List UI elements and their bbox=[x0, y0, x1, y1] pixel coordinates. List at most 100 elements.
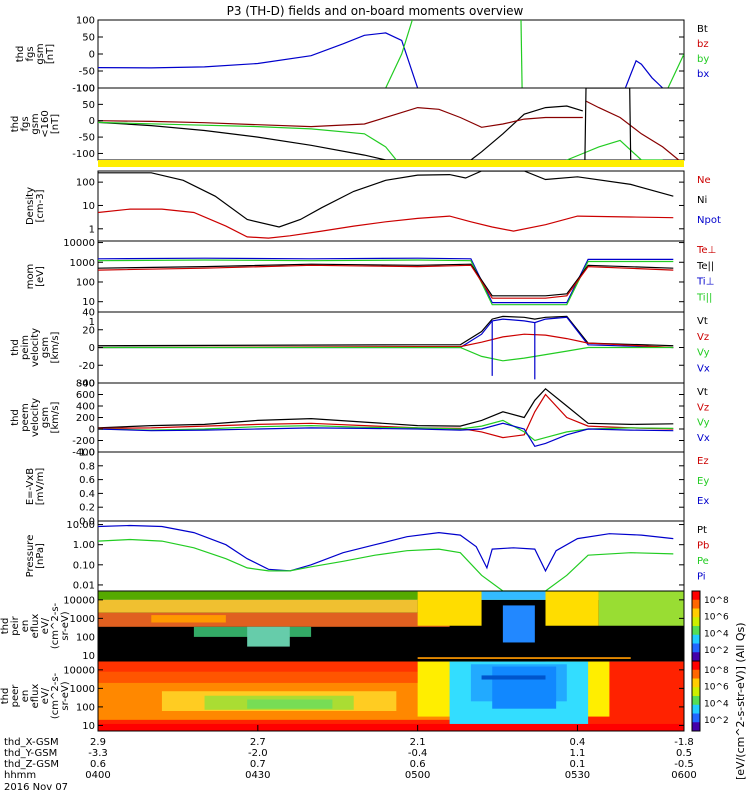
panel-frame bbox=[97, 240, 685, 313]
y-axis-label: thd bbox=[15, 46, 26, 63]
x-tick-value: 0.7 bbox=[250, 759, 266, 770]
series-line bbox=[98, 538, 674, 591]
y-tick-label: 10 bbox=[82, 651, 95, 662]
x-tick-value: 0.5 bbox=[676, 748, 692, 759]
x-row-label: thd_X-GSM bbox=[4, 737, 59, 748]
x-tick-value: 0.4 bbox=[570, 737, 586, 748]
x-tick-value: 2.7 bbox=[250, 737, 266, 748]
legend-entry: Te⊥ bbox=[696, 245, 716, 256]
y-axis-label: eflux bbox=[30, 614, 41, 639]
colorbar: 10^8 10^6 10^4 10^2 bbox=[691, 660, 729, 732]
colorbar-tick-label: 10^8 bbox=[704, 666, 729, 676]
colorbar-swatch bbox=[692, 634, 700, 644]
panel-peer_spectrogram: 10000 1000 100 10 thd peer en eflux eV/(cm^2-s-s… bbox=[0, 660, 729, 732]
panel-fgs_zoom: 100 50 0 -50 -100 thd fgs gsm <160 [nT] bbox=[10, 84, 685, 161]
colorbar-tick-label: 10^4 bbox=[704, 699, 729, 709]
y-tick-label: 0.4 bbox=[79, 489, 95, 500]
x-tick-value: 1.1 bbox=[570, 748, 586, 759]
y-tick-label: 200 bbox=[76, 413, 95, 424]
spectrogram-block bbox=[417, 657, 631, 659]
series-group bbox=[98, 20, 684, 88]
x-tick-value: 0.6 bbox=[90, 759, 106, 770]
colorbar-swatch bbox=[692, 599, 700, 609]
colorbar-swatch bbox=[692, 661, 700, 671]
spectrogram-block bbox=[98, 612, 450, 627]
x-tick-value: -3.3 bbox=[88, 748, 108, 759]
y-axis-label: velocity bbox=[30, 398, 41, 437]
series-group bbox=[98, 387, 674, 447]
x-tick-value: 0600 bbox=[671, 770, 696, 781]
legend-entry: Ey bbox=[697, 476, 709, 487]
y-tick-label: 10 bbox=[82, 297, 95, 308]
y-axis-label: E=-VxB bbox=[25, 468, 36, 505]
series-line bbox=[98, 333, 674, 349]
x-tick-value: -2.0 bbox=[248, 748, 268, 759]
colorbar-swatch bbox=[692, 591, 700, 601]
spectrogram-block bbox=[98, 599, 418, 613]
y-tick-label: 0.8 bbox=[79, 461, 95, 472]
y-axis-label: thd bbox=[0, 618, 11, 635]
panel-density: 100 10 1 Density [cm-3] Ne Ni Npot bbox=[25, 170, 721, 242]
x-tick-value: 2.9 bbox=[90, 737, 106, 748]
y-axis-label: Pressure bbox=[25, 535, 36, 578]
colorbar-tick-label: 10^2 bbox=[704, 716, 729, 726]
spectrogram-block bbox=[98, 661, 418, 672]
y-axis-label: [nT] bbox=[45, 44, 56, 64]
y-axis-label: gsm bbox=[35, 43, 46, 64]
series-line bbox=[98, 121, 397, 160]
y-tick-label: 1000 bbox=[70, 684, 95, 695]
y-tick-label: 600 bbox=[76, 390, 95, 401]
y-axis-label: [eV] bbox=[35, 266, 46, 287]
series-line bbox=[624, 59, 664, 88]
spectrogram-block bbox=[247, 699, 333, 709]
series-group bbox=[98, 257, 674, 306]
series-line bbox=[520, 20, 523, 88]
x-tick-value: -1.8 bbox=[674, 737, 694, 748]
y-tick-label: 0.6 bbox=[79, 475, 95, 486]
y-axis-label: [nPa] bbox=[35, 543, 46, 569]
legend-entry: Pb bbox=[697, 541, 709, 552]
y-tick-label: 0.0 bbox=[79, 517, 95, 528]
y-tick-label: 1.00 bbox=[73, 540, 95, 551]
y-tick-label: 0.2 bbox=[79, 503, 95, 514]
y-axis-label: gsm bbox=[40, 407, 51, 428]
x-tick-value: 0.1 bbox=[570, 759, 586, 770]
y-tick-label: 50 bbox=[82, 33, 95, 44]
y-tick-label: 10 bbox=[82, 201, 95, 212]
spectrogram-block bbox=[545, 591, 599, 626]
x-tick-value: 0530 bbox=[565, 770, 590, 781]
spectrogram-block bbox=[98, 723, 684, 731]
y-axis-label: mom bbox=[25, 264, 36, 290]
series-group bbox=[98, 524, 674, 591]
y-axis-label: thd bbox=[0, 688, 11, 705]
panel-frame bbox=[97, 382, 685, 453]
legend-entry: Vz bbox=[697, 402, 709, 413]
y-tick-label: 100 bbox=[76, 277, 95, 288]
y-tick-label: 100 bbox=[76, 702, 95, 713]
spectrogram-block bbox=[481, 591, 546, 600]
colorbar-swatch bbox=[692, 687, 700, 697]
legend-entry: bx bbox=[697, 69, 709, 80]
y-axis-label: gsm bbox=[30, 113, 41, 134]
panel-mom_temp: 10000 1000 100 10 1 mom [eV] Te⊥ Te|| Ti⊥ Ti|| bbox=[25, 238, 716, 328]
y-axis-label: (cm^2-s- bbox=[50, 672, 61, 719]
spectrogram-block bbox=[247, 626, 290, 647]
y-tick-label: 10 bbox=[82, 721, 95, 732]
colorbar-frame bbox=[691, 660, 701, 732]
y-tick-label: 40 bbox=[82, 308, 95, 319]
y-axis-label: thd bbox=[10, 116, 21, 133]
heatmap-peir_spectrogram bbox=[98, 591, 684, 661]
y-axis-label: eflux bbox=[30, 684, 41, 709]
y-axis-label: [cm-3] bbox=[35, 189, 46, 222]
panel-frame bbox=[97, 170, 685, 242]
series-line bbox=[385, 20, 413, 88]
y-axis-label: [km/s] bbox=[50, 401, 61, 433]
colorbar-swatch bbox=[692, 626, 700, 636]
legend-entry: Ni bbox=[697, 195, 707, 206]
y-tick-label: 10000 bbox=[63, 595, 95, 606]
spectrogram-block bbox=[98, 671, 418, 683]
y-axis-label: peem bbox=[20, 403, 31, 431]
